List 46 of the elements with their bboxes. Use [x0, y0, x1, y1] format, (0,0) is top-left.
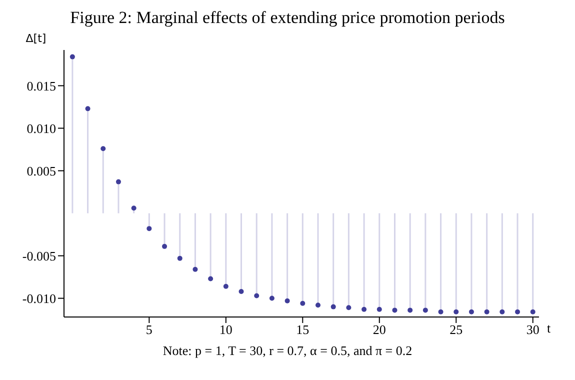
- y-axis-title: Δ[t]: [26, 32, 46, 45]
- point: [530, 309, 536, 314]
- x-axis-title: t: [547, 320, 551, 336]
- point: [177, 256, 182, 261]
- x-tick-label: 30: [526, 322, 540, 338]
- point: [254, 293, 260, 298]
- point: [85, 106, 90, 112]
- x-tick-label: 10: [219, 322, 232, 338]
- y-tick-label: 0.005: [26, 163, 56, 178]
- point: [316, 302, 320, 308]
- point: [515, 309, 520, 314]
- point: [162, 244, 168, 249]
- point: [116, 179, 121, 184]
- y-tick-label: -0.010: [22, 290, 56, 306]
- point: [238, 288, 244, 294]
- point: [454, 309, 459, 314]
- point: [223, 284, 228, 289]
- point: [392, 308, 398, 313]
- point: [438, 309, 444, 314]
- point: [408, 308, 413, 313]
- text: Note: p = 1, T = 30, r = 0.7, α = 0.5, and π = 0.2: [162, 343, 414, 359]
- point: [131, 206, 136, 211]
- point: [192, 266, 198, 272]
- point: [376, 306, 382, 312]
- point: [269, 296, 274, 301]
- point: [500, 309, 505, 314]
- point: [422, 308, 428, 313]
- x-tick-label: 20: [372, 322, 386, 338]
- x-tick-label: 15: [296, 322, 310, 338]
- point: [346, 305, 352, 310]
- point: [100, 146, 106, 152]
- point: [362, 306, 367, 312]
- x-tick-label: 25: [450, 322, 463, 338]
- point: [208, 276, 214, 282]
- point: [146, 226, 152, 232]
- point: [330, 304, 336, 310]
- point: [70, 54, 75, 60]
- point: [484, 309, 490, 314]
- y-tick-label: -0.005: [22, 248, 56, 264]
- y-tick-label: 0.010: [26, 120, 56, 136]
- chart-title: Figure 2: Marginal effects of extending price promotion periods: [69, 8, 506, 28]
- x-tick-label: 5: [146, 322, 152, 338]
- point: [300, 300, 306, 306]
- point: [468, 309, 474, 314]
- y-tick-label: 0.015: [26, 78, 56, 94]
- point: [284, 298, 290, 304]
